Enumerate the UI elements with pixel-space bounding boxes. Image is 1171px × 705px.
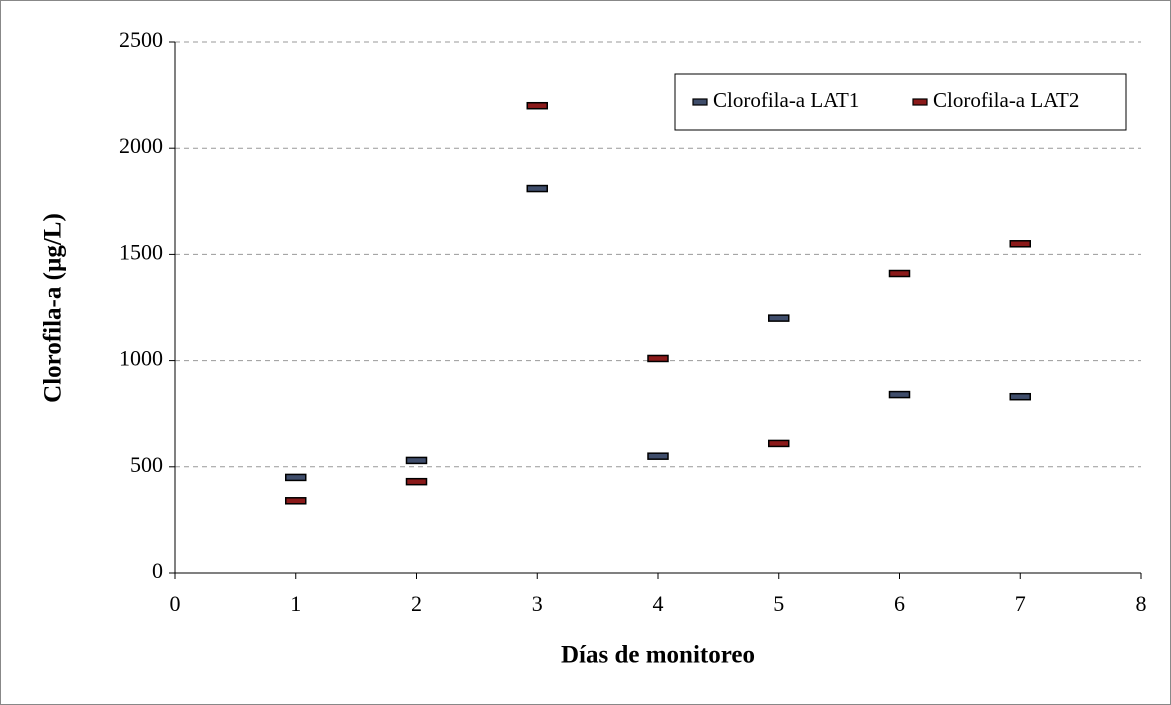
y-tick-label: 0 xyxy=(152,558,163,583)
legend-marker xyxy=(912,98,928,106)
x-tick-label: 7 xyxy=(1015,591,1026,616)
marker xyxy=(526,184,548,193)
marker xyxy=(768,439,790,448)
y-tick-label: 500 xyxy=(130,452,163,477)
x-tick-label: 0 xyxy=(170,591,181,616)
legend-box xyxy=(674,73,1127,131)
marker xyxy=(647,452,669,460)
marker xyxy=(285,497,307,505)
marker xyxy=(1009,240,1031,248)
x-tick-label: 8 xyxy=(1136,591,1147,616)
x-tick-label: 6 xyxy=(894,591,905,616)
marker xyxy=(285,473,307,482)
x-tick-label: 2 xyxy=(411,591,422,616)
legend-label: Clorofila-a LAT2 xyxy=(933,88,1079,112)
y-tick-label: 2500 xyxy=(119,27,163,52)
x-tick-label: 4 xyxy=(653,591,664,616)
legend-label: Clorofila-a LAT1 xyxy=(713,88,859,112)
x-tick-label: 5 xyxy=(773,591,784,616)
marker xyxy=(405,456,428,465)
marker xyxy=(647,354,669,363)
x-tick-label: 1 xyxy=(290,591,301,616)
x-tick-label: 3 xyxy=(532,591,543,616)
marker xyxy=(526,101,548,110)
legend-marker xyxy=(692,98,708,106)
y-tick-label: 1500 xyxy=(119,239,163,264)
marker xyxy=(1009,392,1031,401)
marker xyxy=(888,269,911,278)
marker xyxy=(888,390,911,399)
marker xyxy=(405,477,428,486)
y-tick-label: 2000 xyxy=(119,133,163,158)
marker xyxy=(768,314,790,322)
y-tick-label: 1000 xyxy=(119,346,163,371)
x-axis-title: Días de monitoreo xyxy=(561,642,755,669)
y-axis-title: Clorofila-a (µg/L) xyxy=(40,213,67,403)
